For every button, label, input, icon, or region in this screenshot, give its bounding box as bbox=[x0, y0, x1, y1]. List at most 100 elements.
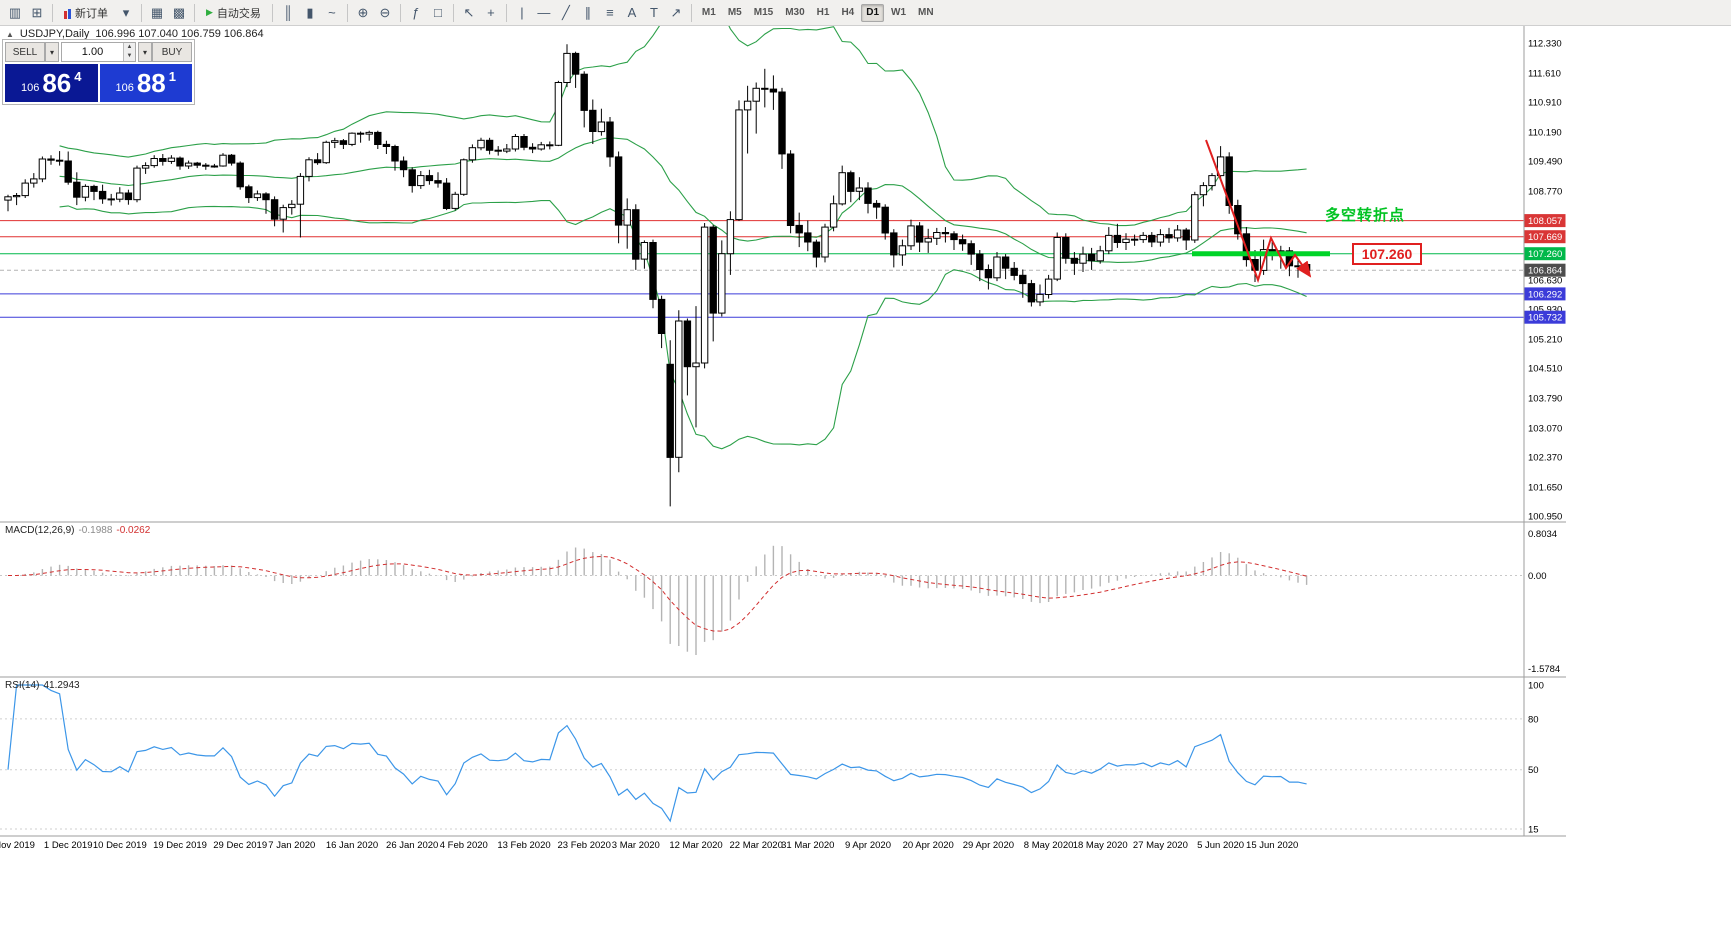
date-axis-label: 1 Dec 2019 bbox=[44, 840, 93, 851]
price-axis-label: 102.370 bbox=[1528, 452, 1562, 463]
objects-list-icon[interactable]: □ bbox=[427, 3, 449, 23]
macd-value-2: -0.0262 bbox=[116, 525, 151, 536]
date-axis-label: 19 Dec 2019 bbox=[153, 840, 207, 851]
vertical-line-icon[interactable]: | bbox=[511, 3, 533, 23]
price-axis-label: 101.650 bbox=[1528, 482, 1562, 493]
text-label-icon[interactable]: T bbox=[643, 3, 665, 23]
date-axis-label: 29 Apr 2020 bbox=[963, 840, 1014, 851]
date-axis-label: 31 Mar 2020 bbox=[781, 840, 834, 851]
macd-name: MACD(12,26,9) bbox=[5, 525, 75, 536]
macd-indicator-label: MACD(12,26,9) -0.1988 -0.0262 bbox=[5, 525, 150, 536]
volume-value[interactable]: 1.00 bbox=[81, 46, 104, 58]
toolbar-separator bbox=[452, 3, 454, 22]
date-axis-label: 16 Jan 2020 bbox=[326, 840, 378, 851]
timeframe-m30[interactable]: M30 bbox=[780, 4, 809, 22]
buy-dropdown-icon[interactable]: ▾ bbox=[138, 42, 152, 62]
horizontal-line-icon[interactable]: — bbox=[533, 3, 555, 23]
price-axis-label: 111.610 bbox=[1528, 68, 1561, 79]
date-axis-label: 8 May 2020 bbox=[1024, 840, 1074, 851]
timeframe-m1[interactable]: M1 bbox=[697, 4, 721, 22]
autotrading-button[interactable]: ▶ 自动交易 bbox=[199, 3, 268, 23]
volume-field[interactable]: 1.00 ▲ ▼ bbox=[61, 42, 136, 62]
price-axis-label: 110.190 bbox=[1528, 127, 1562, 138]
play-icon: ▶ bbox=[206, 7, 213, 17]
bar-chart-type-icon[interactable]: ║ bbox=[277, 3, 299, 23]
new-order-button[interactable]: 新订单 bbox=[57, 3, 115, 23]
candlestick-chart-type-icon[interactable]: ▮ bbox=[299, 3, 321, 23]
volume-spinner[interactable]: ▲ ▼ bbox=[123, 43, 135, 61]
toolbar-separator bbox=[346, 3, 348, 22]
macd-axis-label: 0.8034 bbox=[1528, 529, 1557, 540]
sell-price-big: 86 bbox=[42, 68, 72, 98]
buy-mode-button[interactable]: BUY bbox=[152, 42, 192, 62]
date-axis-label: 7 Jan 2020 bbox=[268, 840, 315, 851]
drawing-objects[interactable] bbox=[1192, 139, 1330, 284]
macd-axis-label: 0.00 bbox=[1528, 571, 1547, 582]
price-axis-label: 105.930 bbox=[1528, 305, 1562, 316]
rsi-name: RSI(14) bbox=[5, 680, 40, 691]
timeframe-m15[interactable]: M15 bbox=[749, 4, 778, 22]
macd-value-1: -0.1988 bbox=[78, 525, 113, 536]
order-dropdown-icon[interactable]: ▾ bbox=[115, 3, 137, 23]
price-tag-label: 105.732 bbox=[1528, 313, 1562, 324]
line-chart-type-icon[interactable]: ~ bbox=[321, 3, 343, 23]
text-icon[interactable]: A bbox=[621, 3, 643, 23]
price-tag-label: 107.260 bbox=[1528, 249, 1562, 260]
price-axis-label: 105.210 bbox=[1528, 334, 1562, 345]
zoom-in-icon[interactable]: ⊕ bbox=[352, 3, 374, 23]
horizontal-line-objects[interactable] bbox=[0, 220, 1524, 318]
rsi-value: 41.2943 bbox=[43, 680, 80, 691]
crosshair-icon[interactable]: + bbox=[480, 3, 502, 23]
channel-icon[interactable]: ∥ bbox=[577, 3, 599, 23]
date-axis-label: 3 Mar 2020 bbox=[612, 840, 660, 851]
timeframe-m5[interactable]: M5 bbox=[723, 4, 747, 22]
buy-price-button[interactable]: 106 88 1 bbox=[99, 64, 192, 102]
turning-point-annotation[interactable]: 多空转折点 bbox=[1325, 207, 1406, 224]
rsi-axis-label: 50 bbox=[1528, 765, 1539, 776]
price-axis-label: 100.950 bbox=[1528, 512, 1562, 523]
chart-profile-icon[interactable]: ⊞ bbox=[26, 3, 48, 23]
timeframe-w1[interactable]: W1 bbox=[886, 4, 911, 22]
date-axis-label: 22 Mar 2020 bbox=[730, 840, 783, 851]
sell-price-sup: 4 bbox=[74, 69, 82, 84]
timeframe-d1[interactable]: D1 bbox=[861, 3, 885, 22]
spin-up-icon[interactable]: ▲ bbox=[124, 43, 135, 52]
one-click-price-row: 106 86 4 106 88 1 bbox=[5, 64, 192, 102]
chart-ohlc-values: 106.996 107.040 106.759 106.864 bbox=[95, 28, 264, 40]
cascade-windows-icon[interactable]: ▩ bbox=[168, 3, 190, 23]
toolbar-separator bbox=[505, 3, 507, 22]
price-axis-label: 104.510 bbox=[1528, 364, 1562, 375]
timeframe-h1[interactable]: H1 bbox=[812, 4, 835, 22]
rsi-axis-label: 80 bbox=[1528, 714, 1539, 725]
timeframe-mn[interactable]: MN bbox=[913, 4, 939, 22]
sell-dropdown-icon[interactable]: ▾ bbox=[45, 42, 59, 62]
chart-canvas[interactable]: 112.330 111.610 110.910 110.190 109.490 108.7… bbox=[0, 26, 1566, 852]
rsi-axis-label: 15 bbox=[1528, 825, 1539, 836]
chart-title: ▲ USDJPY,Daily 106.996 107.040 106.759 1… bbox=[6, 28, 264, 40]
price-axis-label: 110.910 bbox=[1528, 98, 1562, 109]
macd-axis-label: -1.5784 bbox=[1528, 664, 1560, 675]
indicators-icon[interactable]: ƒ bbox=[405, 3, 427, 23]
cursor-icon[interactable]: ↖ bbox=[458, 3, 480, 23]
new-chart-icon[interactable]: ▥ bbox=[4, 3, 26, 23]
toolbar-separator bbox=[52, 3, 53, 22]
timeframe-h4[interactable]: H4 bbox=[836, 4, 859, 22]
date-axis-label: 23 Feb 2020 bbox=[558, 840, 611, 851]
buy-price-big: 88 bbox=[136, 68, 166, 98]
arrows-icon[interactable]: ↗ bbox=[665, 3, 687, 23]
date-axis-label: 5 Jun 2020 bbox=[1197, 840, 1244, 851]
date-axis-label: 21 Nov 2019 bbox=[0, 840, 35, 851]
tile-windows-icon[interactable]: ▦ bbox=[146, 3, 168, 23]
trendline-icon[interactable]: ╱ bbox=[555, 3, 577, 23]
order-candle-icon bbox=[64, 7, 71, 19]
fibonacci-icon[interactable]: ≡ bbox=[599, 3, 621, 23]
zoom-out-icon[interactable]: ⊖ bbox=[374, 3, 396, 23]
price-tag-label: 108.057 bbox=[1528, 216, 1562, 227]
toolbar-separator bbox=[690, 3, 692, 22]
sell-mode-button[interactable]: SELL bbox=[5, 42, 45, 62]
price-axis-label: 103.790 bbox=[1528, 393, 1562, 404]
sell-price-button[interactable]: 106 86 4 bbox=[5, 64, 98, 102]
date-axis-label: 9 Apr 2020 bbox=[845, 840, 891, 851]
price-level-annotation[interactable]: 107.260 bbox=[1352, 243, 1422, 265]
spin-down-icon[interactable]: ▼ bbox=[124, 52, 135, 61]
